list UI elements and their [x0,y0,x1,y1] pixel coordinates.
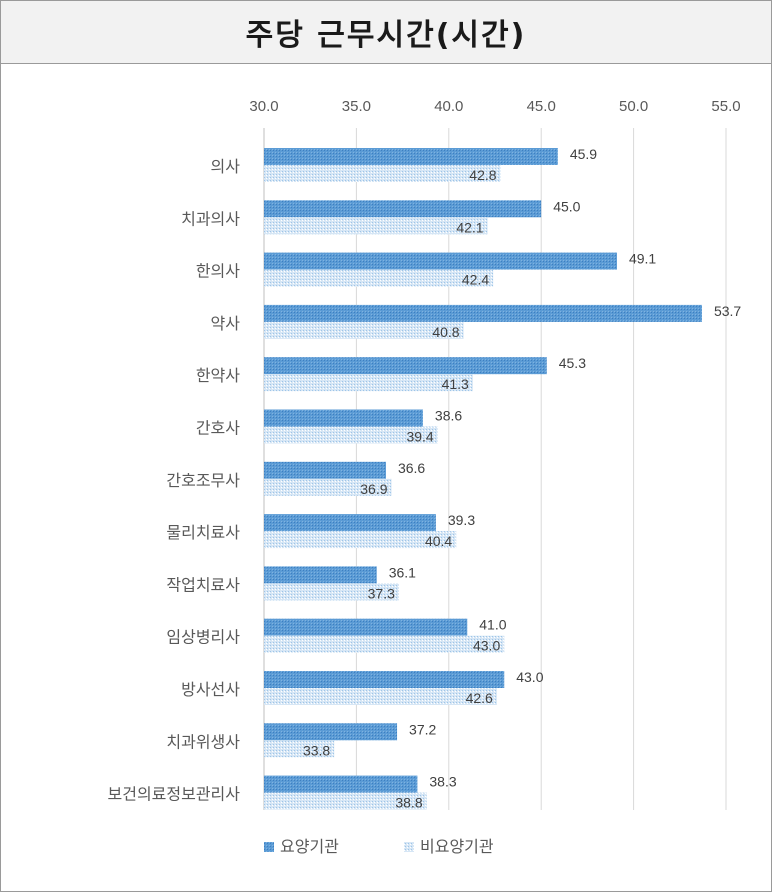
title-bar: 주당 근무시간(시간) [1,1,771,64]
bar-secondary [264,217,488,235]
data-label: 53.7 [714,303,741,319]
bar-primary [264,148,558,165]
bar-primary [264,304,702,322]
data-label: 40.8 [432,324,459,340]
data-label: 42.4 [462,272,489,288]
category-label: 간호조무사 [166,471,240,490]
legend-swatch [264,842,274,852]
data-label: 40.4 [425,533,452,549]
bar-primary [264,357,547,375]
data-label: 38.3 [429,774,456,790]
category-label: 물리치료사 [166,523,240,542]
bars [264,148,702,810]
bar-primary [264,514,436,532]
data-label: 41.0 [479,617,506,633]
data-label: 41.3 [442,376,469,392]
x-tick-label: 50.0 [619,98,648,115]
category-label: 보건의료정보관리사 [108,785,241,804]
category-label: 약사 [211,314,241,333]
legend-swatch [404,842,414,852]
data-label: 39.3 [448,512,475,528]
data-label: 42.1 [456,219,483,235]
bar-secondary [264,374,473,392]
bar-primary [264,566,377,584]
bar-secondary [264,478,392,496]
category-label: 임상병리사 [166,628,240,647]
category-label: 한약사 [196,366,240,385]
data-label: 43.0 [473,638,500,654]
data-label: 37.3 [368,585,395,601]
chart-title: 주당 근무시간(시간) [245,18,527,53]
bar-secondary [264,688,497,705]
data-label: 36.1 [389,564,416,580]
data-label: 36.6 [398,460,425,476]
data-label: 33.8 [303,742,330,758]
legend: 요양기관 비요양기관 [264,837,494,856]
data-label: 45.9 [570,146,597,162]
bar-secondary [264,321,464,339]
x-tick-label: 55.0 [711,98,740,115]
bar-secondary [264,740,335,758]
data-label: 45.0 [553,198,580,214]
bar-secondary [264,792,427,810]
data-label: 43.0 [516,669,543,685]
legend-label: 비요양기관 [420,837,494,856]
data-label: 42.6 [466,690,493,706]
category-label: 작업치료사 [166,575,240,594]
x-tick-label: 45.0 [527,98,556,115]
bar-primary [264,723,398,741]
bar-primary [264,409,423,427]
bar-primary [264,461,386,479]
bar-secondary [264,269,494,287]
data-label: 36.9 [360,481,387,497]
data-label: 45.3 [559,355,586,371]
bar-primary [264,618,468,636]
bar-secondary [264,531,457,549]
category-labels: 의사치과의사한의사약사한약사간호사간호조무사물리치료사작업치료사임상병리사방사선… [108,157,241,804]
x-axis-ticks: 30.0 35.0 40.0 45.0 50.0 55.0 [249,98,740,115]
bar-primary [264,200,542,218]
data-label: 49.1 [629,251,656,267]
x-tick-label: 30.0 [249,98,278,115]
bar-secondary [264,583,399,601]
bar-secondary [264,426,438,444]
data-label: 42.8 [469,167,496,183]
category-label: 치과의사 [181,209,240,228]
data-label: 38.8 [395,795,422,811]
x-tick-label: 40.0 [434,98,463,115]
bar-primary [264,775,418,793]
legend-label: 요양기관 [280,837,339,856]
data-label: 38.6 [435,408,462,424]
category-label: 치과위생사 [166,732,240,751]
data-label: 37.2 [409,721,436,737]
bar-secondary [264,165,501,182]
bar-primary [264,671,505,688]
category-label: 한의사 [196,262,240,281]
category-label: 간호사 [196,419,240,438]
bar-secondary [264,635,505,653]
data-label: 39.4 [406,429,433,445]
data-labels: 45.9 42.8 45.0 42.1 49.1 42.4 53.7 40.8 45.3 41.3… [303,146,741,811]
category-label: 방사선사 [181,680,240,699]
x-tick-label: 35.0 [342,98,371,115]
category-label: 의사 [211,157,241,176]
bar-primary [264,252,617,270]
